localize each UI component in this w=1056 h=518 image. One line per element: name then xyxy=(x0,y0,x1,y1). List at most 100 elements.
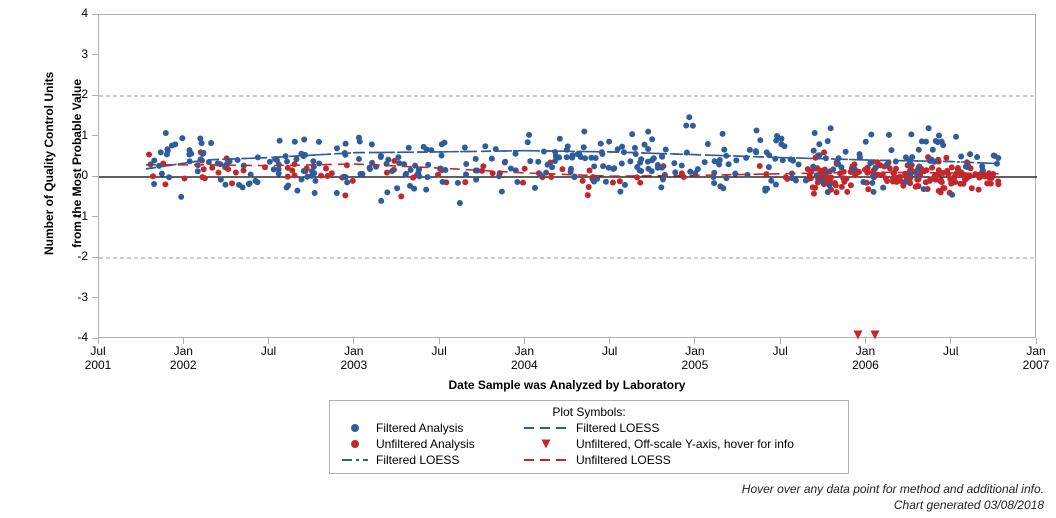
point-filtered[interactable] xyxy=(764,186,770,192)
point-unfiltered[interactable] xyxy=(548,174,554,180)
point-unfiltered[interactable] xyxy=(617,178,623,184)
point-filtered[interactable] xyxy=(455,180,461,186)
point-filtered[interactable] xyxy=(473,156,479,162)
point-unfiltered[interactable] xyxy=(202,175,208,181)
point-filtered[interactable] xyxy=(606,139,612,145)
point-filtered[interactable] xyxy=(581,128,587,134)
point-unfiltered[interactable] xyxy=(995,181,1001,187)
point-filtered[interactable] xyxy=(179,135,185,141)
point-filtered[interactable] xyxy=(166,174,172,180)
point-filtered[interactable] xyxy=(236,182,242,188)
point-filtered[interactable] xyxy=(702,159,708,165)
point-filtered[interactable] xyxy=(873,165,879,171)
point-filtered[interactable] xyxy=(622,182,628,188)
point-filtered[interactable] xyxy=(151,181,157,187)
point-filtered[interactable] xyxy=(766,164,772,170)
point-filtered[interactable] xyxy=(195,168,201,174)
point-unfiltered[interactable] xyxy=(182,176,188,182)
point-filtered[interactable] xyxy=(747,147,753,153)
point-unfiltered[interactable] xyxy=(559,166,565,172)
point-filtered[interactable] xyxy=(565,143,571,149)
point-unfiltered[interactable] xyxy=(848,182,854,188)
point-filtered[interactable] xyxy=(908,171,914,177)
point-filtered[interactable] xyxy=(343,174,349,180)
point-filtered[interactable] xyxy=(247,180,253,186)
point-filtered[interactable] xyxy=(964,164,970,170)
point-filtered[interactable] xyxy=(958,154,964,160)
point-unfiltered[interactable] xyxy=(291,172,297,178)
point-filtered[interactable] xyxy=(440,179,446,185)
point-filtered[interactable] xyxy=(711,180,717,186)
point-filtered[interactable] xyxy=(395,154,401,160)
point-filtered[interactable] xyxy=(178,194,184,200)
point-filtered[interactable] xyxy=(893,159,899,165)
point-unfiltered[interactable] xyxy=(757,163,763,169)
point-filtered[interactable] xyxy=(603,179,609,185)
point-filtered[interactable] xyxy=(462,145,468,151)
point-filtered[interactable] xyxy=(356,156,362,162)
point-filtered[interactable] xyxy=(672,169,678,175)
point-filtered[interactable] xyxy=(916,165,922,171)
point-unfiltered[interactable] xyxy=(897,174,903,180)
point-unfiltered[interactable] xyxy=(811,191,817,197)
point-unfiltered[interactable] xyxy=(215,170,221,176)
point-unfiltered[interactable] xyxy=(586,184,592,190)
point-unfiltered[interactable] xyxy=(805,166,811,172)
point-filtered[interactable] xyxy=(412,163,418,169)
point-filtered[interactable] xyxy=(385,157,391,163)
point-filtered[interactable] xyxy=(909,154,915,160)
point-unfiltered[interactable] xyxy=(844,189,850,195)
point-filtered[interactable] xyxy=(411,186,417,192)
point-unfiltered[interactable] xyxy=(963,176,969,182)
point-unfiltered[interactable] xyxy=(285,174,291,180)
point-filtered[interactable] xyxy=(868,131,874,137)
point-unfiltered[interactable] xyxy=(229,180,235,186)
point-filtered[interactable] xyxy=(301,168,307,174)
point-unfiltered[interactable] xyxy=(637,180,643,186)
point-filtered[interactable] xyxy=(921,186,927,192)
point-filtered[interactable] xyxy=(415,170,421,176)
point-filtered[interactable] xyxy=(803,178,809,184)
point-filtered[interactable] xyxy=(768,178,774,184)
point-unfiltered[interactable] xyxy=(924,167,930,173)
point-filtered[interactable] xyxy=(658,184,664,190)
point-filtered[interactable] xyxy=(334,145,340,151)
point-filtered[interactable] xyxy=(496,173,502,179)
point-filtered[interactable] xyxy=(733,157,739,163)
point-unfiltered[interactable] xyxy=(610,179,616,185)
point-unfiltered[interactable] xyxy=(927,178,933,184)
point-unfiltered[interactable] xyxy=(146,151,152,157)
point-unfiltered[interactable] xyxy=(435,172,441,178)
point-filtered[interactable] xyxy=(838,164,844,170)
point-filtered[interactable] xyxy=(863,139,869,145)
point-filtered[interactable] xyxy=(532,185,538,191)
point-filtered[interactable] xyxy=(543,170,549,176)
point-filtered[interactable] xyxy=(633,151,639,157)
point-filtered[interactable] xyxy=(482,143,488,149)
point-filtered[interactable] xyxy=(344,179,350,185)
point-filtered[interactable] xyxy=(908,131,914,137)
point-filtered[interactable] xyxy=(825,138,831,144)
point-unfiltered[interactable] xyxy=(520,180,526,186)
point-filtered[interactable] xyxy=(717,183,723,189)
point-filtered[interactable] xyxy=(825,189,831,195)
point-filtered[interactable] xyxy=(423,187,429,193)
point-filtered[interactable] xyxy=(248,171,254,177)
point-unfiltered[interactable] xyxy=(915,183,921,189)
point-filtered[interactable] xyxy=(632,145,638,151)
point-filtered[interactable] xyxy=(659,154,665,160)
point-unfiltered[interactable] xyxy=(462,179,468,185)
point-filtered[interactable] xyxy=(645,129,651,135)
point-filtered[interactable] xyxy=(378,153,384,159)
point-filtered[interactable] xyxy=(655,165,661,171)
point-filtered[interactable] xyxy=(811,148,817,154)
point-filtered[interactable] xyxy=(593,155,599,161)
point-filtered[interactable] xyxy=(629,131,635,137)
point-filtered[interactable] xyxy=(796,162,802,168)
point-filtered[interactable] xyxy=(980,167,986,173)
point-filtered[interactable] xyxy=(356,135,362,141)
point-filtered[interactable] xyxy=(686,114,692,120)
point-filtered[interactable] xyxy=(514,179,520,185)
point-filtered[interactable] xyxy=(222,182,228,188)
point-unfiltered[interactable] xyxy=(865,186,871,192)
